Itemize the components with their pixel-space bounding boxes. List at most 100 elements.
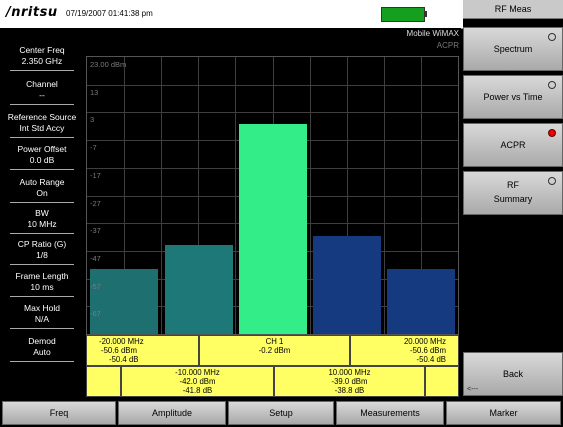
y-tick-label: -47 bbox=[90, 254, 101, 263]
cell-dbm: -50.6 dBm bbox=[101, 346, 137, 355]
param-frame-length: Frame Length 10 ms bbox=[0, 271, 84, 297]
back-button[interactable]: Back <--- bbox=[463, 352, 563, 396]
y-tick-label: -37 bbox=[90, 226, 101, 235]
param-value: 1/8 bbox=[36, 250, 48, 260]
divider bbox=[10, 169, 74, 170]
result-cell-spacer bbox=[425, 366, 459, 397]
radio-indicator-active-icon bbox=[548, 129, 556, 137]
acpr-button[interactable]: ACPR bbox=[463, 123, 563, 167]
cell-db: -38.8 dB bbox=[334, 386, 365, 395]
result-cell-upper-adj: 10.000 MHz -39.0 dBm -38.8 dB bbox=[274, 366, 425, 397]
measurements-button[interactable]: Measurements bbox=[336, 401, 444, 425]
marker-button[interactable]: Marker bbox=[446, 401, 561, 425]
param-label: Center Freq bbox=[19, 45, 65, 55]
param-auto-range: Auto Range On bbox=[0, 177, 84, 203]
power-vs-time-button[interactable]: Power vs Time bbox=[463, 75, 563, 119]
gridline bbox=[310, 57, 311, 334]
parameter-panel: Center Freq 2.350 GHz Channel -- Referen… bbox=[0, 28, 84, 399]
y-tick-label: -27 bbox=[90, 199, 101, 208]
chart-bar bbox=[165, 245, 233, 334]
softkey-label: Power vs Time bbox=[483, 92, 543, 102]
softkey-label: ACPR bbox=[500, 140, 526, 150]
freq-button[interactable]: Freq bbox=[2, 401, 116, 425]
param-demod: Demod Auto bbox=[0, 336, 84, 362]
softkey-sublabel: Summary bbox=[493, 194, 533, 204]
chart-bar bbox=[239, 124, 307, 334]
back-arrow-icon: <--- bbox=[467, 386, 479, 393]
cell-db: -50.4 dB bbox=[416, 355, 446, 364]
result-cell-upper-alt: 20.000 MHz -50.6 dBm -50.4 dB bbox=[350, 335, 459, 366]
param-value: N/A bbox=[34, 314, 50, 324]
datetime: 07/19/2007 01:41:38 pm bbox=[66, 9, 153, 18]
param-label: Power Offset bbox=[17, 144, 67, 154]
divider bbox=[10, 328, 74, 329]
gridline bbox=[421, 57, 422, 334]
gridline bbox=[87, 112, 458, 113]
gridline bbox=[161, 57, 162, 334]
divider bbox=[10, 361, 74, 362]
param-label: Reference Source bbox=[7, 112, 77, 122]
param-max-hold: Max Hold N/A bbox=[0, 303, 84, 329]
param-label: BW bbox=[35, 208, 49, 218]
gridline bbox=[235, 57, 236, 334]
chart-bar bbox=[313, 236, 381, 334]
result-cell-main: CH 1 -0.2 dBm bbox=[199, 335, 350, 366]
amplitude-button[interactable]: Amplitude bbox=[118, 401, 226, 425]
result-cell-lower-alt: -20.000 MHz -50.6 dBm -50.4 dB bbox=[86, 335, 199, 366]
setup-button[interactable]: Setup bbox=[228, 401, 334, 425]
chart-bar bbox=[90, 269, 158, 334]
status-bar: /nritsu 07/19/2007 01:41:38 pm bbox=[0, 0, 463, 29]
measurement-label: ACPR bbox=[436, 41, 459, 50]
param-power-offset: Power Offset 0.0 dB bbox=[0, 144, 84, 170]
param-value: 2.350 GHz bbox=[21, 56, 63, 66]
battery-icon bbox=[381, 7, 425, 22]
param-label: Channel bbox=[26, 79, 58, 89]
y-tick-label: -17 bbox=[90, 171, 101, 180]
y-tick-label: 13 bbox=[90, 88, 99, 97]
measurement-screen: Mobile WiMAX ACPR 23.00 dBm 13 3 -7 -17 -27 -3… bbox=[84, 28, 461, 399]
battery-terminal bbox=[424, 11, 427, 17]
menu-title: RF Meas bbox=[463, 0, 563, 19]
softkey-label: Back bbox=[502, 369, 523, 379]
cell-freq: 10.000 MHz bbox=[328, 368, 371, 377]
radio-indicator-icon bbox=[548, 81, 556, 89]
param-label: Frame Length bbox=[15, 271, 69, 281]
rf-summary-button[interactable]: RF Summary bbox=[463, 171, 563, 215]
y-tick-label: 23.00 dBm bbox=[90, 60, 127, 69]
result-cell-lower-adj: -10.000 MHz -42.0 dBm -41.8 dB bbox=[121, 366, 274, 397]
cell-dbm: -39.0 dBm bbox=[331, 377, 368, 386]
param-value: 10 ms bbox=[30, 282, 54, 292]
radio-indicator-icon bbox=[548, 33, 556, 41]
cell-freq: -10.000 MHz bbox=[175, 368, 220, 377]
param-value: -- bbox=[39, 90, 45, 100]
spectrum-button[interactable]: Spectrum bbox=[463, 27, 563, 71]
chart-bar bbox=[387, 269, 455, 334]
param-label: Max Hold bbox=[24, 303, 60, 313]
y-tick-label: -7 bbox=[90, 143, 97, 152]
softkey-label: Spectrum bbox=[493, 44, 533, 54]
param-value: Auto bbox=[33, 347, 51, 357]
radio-indicator-icon bbox=[548, 177, 556, 185]
param-label: CP Ratio (G) bbox=[17, 239, 67, 249]
softkey-label: RF bbox=[507, 180, 519, 190]
acpr-chart: 23.00 dBm 13 3 -7 -17 -27 -37 -47 -57 -67 bbox=[86, 56, 459, 335]
divider bbox=[10, 104, 74, 105]
result-cell-spacer bbox=[86, 366, 121, 397]
gridline bbox=[198, 57, 199, 334]
y-tick-label: -67 bbox=[90, 309, 101, 318]
divider bbox=[10, 202, 74, 203]
gridline bbox=[347, 57, 348, 334]
cell-freq: 20.000 MHz bbox=[403, 337, 446, 346]
softkey-panel: RF Meas Spectrum Power vs Time ACPR RF S… bbox=[463, 0, 563, 399]
y-tick-label: 3 bbox=[90, 115, 95, 124]
divider bbox=[10, 233, 74, 234]
param-channel: Channel -- bbox=[0, 79, 84, 105]
param-value: 10 MHz bbox=[27, 219, 57, 229]
brand-logo: /nritsu bbox=[6, 5, 58, 20]
gridline bbox=[87, 85, 458, 86]
y-tick-label: -57 bbox=[90, 282, 101, 291]
cell-freq: -20.000 MHz bbox=[99, 337, 144, 346]
cell-dbm: -50.6 dBm bbox=[410, 346, 446, 355]
param-bw: BW 10 MHz bbox=[0, 208, 84, 234]
param-value: 0.0 dB bbox=[29, 155, 55, 165]
